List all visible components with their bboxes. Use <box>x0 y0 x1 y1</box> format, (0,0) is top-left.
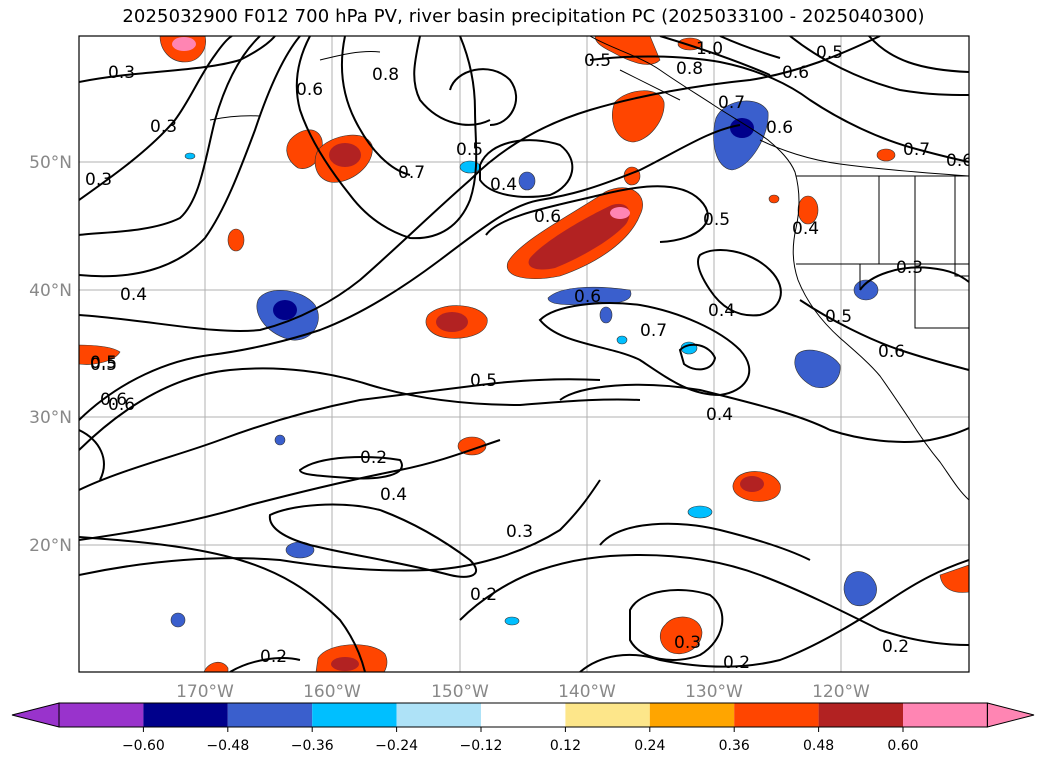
contour-label: 0.2 <box>470 585 497 605</box>
lat-label: 30°N <box>29 408 72 428</box>
lon-label: 150°W <box>431 682 489 702</box>
colorbar-tick-label: −0.60 <box>122 738 165 754</box>
contour-label: 0.3 <box>108 63 135 83</box>
colorbar-extend-high <box>986 702 1035 728</box>
contour-label: 0.4 <box>708 301 735 321</box>
contour-label: 0.5 <box>456 140 483 160</box>
contour-label: 0.5 <box>825 307 852 327</box>
contour-label: 0.2 <box>260 647 287 667</box>
lon-label: 130°W <box>685 682 743 702</box>
lon-label: 140°W <box>558 682 616 702</box>
contour-label: 0.5 <box>90 355 117 375</box>
contour-label: 0.6 <box>296 80 323 100</box>
lat-label: 40°N <box>29 281 72 301</box>
colorbar-tick-label: −0.12 <box>460 738 503 754</box>
colorbar-segment <box>649 703 735 727</box>
colorbar-segment <box>734 703 819 727</box>
colorbar-tick-label: 0.48 <box>803 738 834 754</box>
contour-label: 0.3 <box>674 633 701 653</box>
colorbar-segment <box>227 703 313 727</box>
contour-label: 0.5 <box>584 51 611 71</box>
contour-label: 0.7 <box>903 140 930 160</box>
colorbar-tick-label: −0.48 <box>206 738 249 754</box>
contour-label: 0.7 <box>718 93 745 113</box>
contour-label: 0.6 <box>574 287 601 307</box>
contour-label: 0.4 <box>380 485 407 505</box>
contour-label: 0.7 <box>640 321 667 341</box>
colorbar-segment <box>59 703 144 727</box>
lat-label: 50°N <box>29 153 72 173</box>
contour-label: 0.5 <box>816 43 843 63</box>
contour-label: 0.6 <box>782 63 809 83</box>
contour-label: 0.6 <box>100 390 127 410</box>
contour-label: 0.3 <box>85 170 112 190</box>
lat-label: 20°N <box>29 536 72 556</box>
contour-label: 0.5 <box>703 210 730 230</box>
colorbar-segment <box>312 703 397 727</box>
contour-label: 0.5 <box>90 353 117 373</box>
contour-label: 0.3 <box>896 258 923 278</box>
contour-label: 0.3 <box>150 117 177 137</box>
colorbar-segment <box>396 703 481 727</box>
graticule <box>79 36 969 672</box>
contour-label: 0.2 <box>360 448 387 468</box>
colorbar-tick-label: −0.36 <box>291 738 334 754</box>
contour-label: 0.6 <box>534 207 561 227</box>
contour-label: 0.6 <box>878 342 905 362</box>
colorbar-segment <box>903 703 988 727</box>
colorbar-segment <box>818 703 903 727</box>
lon-label: 170°W <box>176 682 234 702</box>
colorbar-segment <box>481 703 566 727</box>
colorbar: −0.60 −0.48 −0.36 −0.24 −0.12 0.12 0.24 … <box>11 702 1035 754</box>
precip-negative-patches <box>170 100 879 628</box>
lon-label: 120°W <box>812 682 870 702</box>
pv-contours <box>79 36 969 672</box>
contour-label: 0.8 <box>676 59 703 79</box>
contour-label: 0.7 <box>398 163 425 183</box>
colorbar-tick-label: 0.36 <box>719 738 750 754</box>
contour-label: 0.4 <box>490 175 517 195</box>
contour-labels: 0.3 0.3 0.3 0.4 0.5 0.6 0.6 0.7 0.8 0.5 … <box>85 39 973 673</box>
lon-label: 160°W <box>303 682 361 702</box>
contour-label: 0.6 <box>108 395 135 415</box>
latitude-labels: 50°N 40°N 30°N 20°N <box>29 153 72 556</box>
contour-label: 0.3 <box>506 522 533 542</box>
contour-label: 0.2 <box>882 637 909 657</box>
contour-label: 0.4 <box>706 405 733 425</box>
contour-label: 0.4 <box>792 219 819 239</box>
contour-label: 1.0 <box>696 39 723 59</box>
colorbar-tick-label: −0.24 <box>375 738 418 754</box>
colorbar-extend-low <box>11 702 60 728</box>
map-frame <box>78 35 970 673</box>
contour-label: 0.6 <box>946 151 973 171</box>
contour-label: 0.2 <box>723 653 750 673</box>
contour-label: 0.8 <box>372 65 399 85</box>
contour-label: 0.4 <box>120 285 147 305</box>
coastlines <box>209 36 969 501</box>
longitude-labels: 170°W 160°W 150°W 140°W 130°W 120°W <box>176 682 870 702</box>
colorbar-tick-label: 0.12 <box>550 738 581 754</box>
colorbar-tick-label: 0.24 <box>634 738 665 754</box>
colorbar-segment <box>143 703 228 727</box>
map-title: 2025032900 F012 700 hPa PV, river basin … <box>122 6 925 27</box>
contour-label: 0.6 <box>766 118 793 138</box>
colorbar-segment <box>565 703 650 727</box>
colorbar-tick-label: 0.60 <box>887 738 918 754</box>
contour-label: 0.5 <box>470 371 497 391</box>
